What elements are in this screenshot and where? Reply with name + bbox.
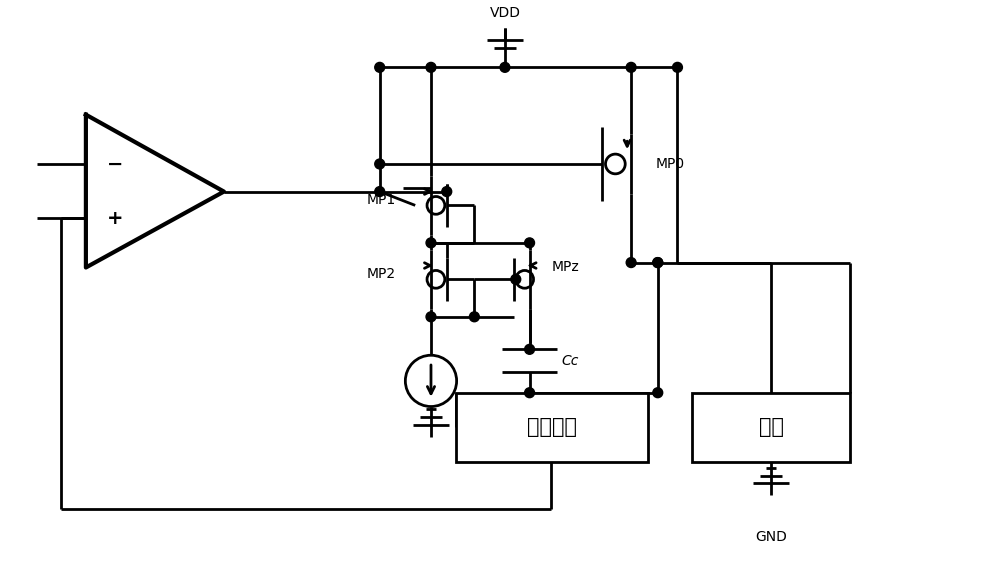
Circle shape: [626, 62, 636, 73]
Text: MP2: MP2: [367, 267, 396, 282]
Text: Cc: Cc: [561, 354, 579, 368]
Circle shape: [375, 187, 385, 196]
Circle shape: [442, 187, 452, 196]
Text: 负载: 负载: [759, 417, 784, 437]
Circle shape: [375, 62, 385, 73]
Circle shape: [426, 238, 436, 248]
Circle shape: [653, 258, 663, 267]
Bar: [456, 393, 648, 462]
Circle shape: [426, 62, 436, 73]
Circle shape: [525, 344, 535, 354]
Circle shape: [653, 258, 663, 267]
Circle shape: [500, 62, 510, 73]
Circle shape: [426, 312, 436, 321]
Text: MP0: MP0: [656, 157, 685, 171]
Text: GND: GND: [755, 530, 787, 544]
Text: +: +: [107, 208, 124, 228]
Circle shape: [525, 388, 535, 397]
Circle shape: [375, 159, 385, 169]
Bar: [692, 393, 850, 462]
Circle shape: [626, 258, 636, 267]
Circle shape: [653, 388, 663, 397]
Circle shape: [511, 275, 521, 284]
Circle shape: [525, 238, 535, 248]
Text: −: −: [107, 155, 124, 174]
Circle shape: [469, 312, 479, 321]
Text: 反馈网络: 反馈网络: [527, 417, 577, 437]
Text: MPz: MPz: [551, 260, 579, 275]
Circle shape: [673, 62, 682, 73]
Text: MP1: MP1: [367, 194, 396, 207]
Text: VDD: VDD: [489, 6, 520, 20]
